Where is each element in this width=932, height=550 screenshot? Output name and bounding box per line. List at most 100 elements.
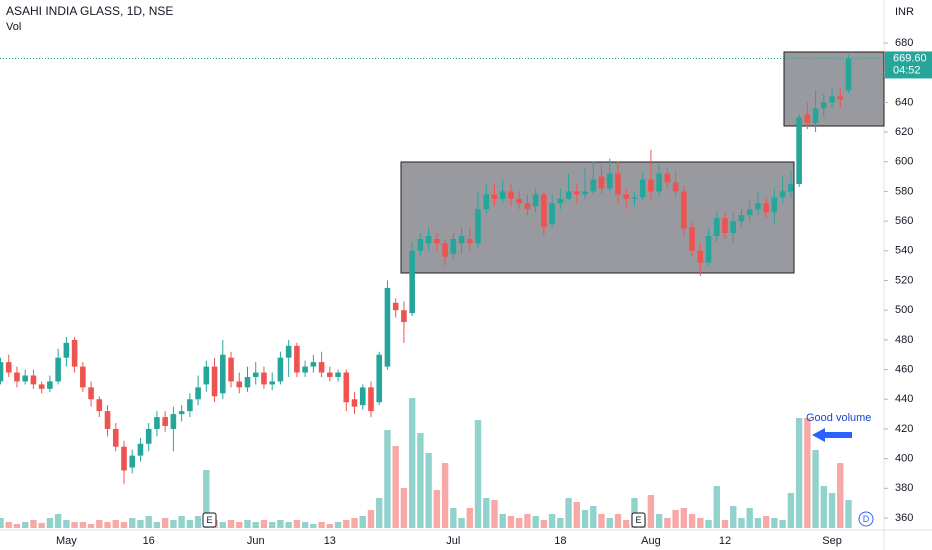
candle-body — [804, 114, 811, 124]
volume-bar — [425, 453, 432, 528]
candle-body — [392, 302, 399, 311]
y-tick-label: 460 — [895, 363, 913, 375]
volume-bar — [334, 522, 342, 528]
candle-body — [211, 366, 218, 397]
volume-bar — [524, 514, 531, 528]
y-tick-label: 400 — [895, 453, 913, 465]
range-box — [783, 51, 885, 127]
candle-body — [582, 191, 588, 195]
y-tick-label: 420 — [895, 423, 913, 435]
candle-body — [63, 342, 70, 358]
candle-body — [598, 176, 605, 189]
volume-bar — [606, 518, 613, 528]
volume-bar — [0, 518, 4, 528]
candle-body — [812, 108, 819, 124]
candle-body — [269, 381, 275, 385]
volume-bar — [104, 522, 111, 528]
volume-bar — [565, 498, 572, 528]
volume-bar — [301, 522, 309, 528]
volume-bar — [186, 520, 194, 528]
candle-body — [252, 372, 259, 377]
y-tick-label: 360 — [895, 512, 913, 524]
x-tick-label: Sep — [822, 535, 842, 547]
volume-bar — [408, 398, 416, 528]
volume-bar — [244, 520, 251, 528]
volume-bar — [705, 520, 712, 528]
candle-body — [574, 191, 580, 195]
volume-bar — [845, 500, 852, 528]
volume-bar — [623, 520, 630, 528]
volume-bar — [655, 514, 663, 528]
candle-body — [277, 357, 284, 382]
candle-body — [47, 381, 53, 389]
volume-bar — [557, 518, 564, 528]
candle-body — [351, 399, 358, 407]
candle-body — [450, 238, 457, 254]
candle-body — [5, 362, 12, 373]
volume-bar — [804, 418, 811, 528]
volume-bar — [203, 470, 210, 528]
volume-bar — [837, 463, 844, 528]
candle-body — [228, 357, 234, 382]
candle-body — [821, 102, 827, 109]
volume-bar — [738, 518, 745, 528]
volume-bar — [795, 418, 803, 528]
candle-body — [302, 366, 308, 373]
volume-bar — [688, 514, 696, 528]
countdown-label: 04:52 — [893, 64, 921, 76]
volume-bar — [573, 502, 581, 528]
candle-body — [55, 357, 61, 382]
volume-bar — [236, 522, 243, 528]
candle-body — [0, 362, 4, 382]
volume-bar — [293, 520, 301, 528]
volume-bar — [590, 506, 597, 528]
candle-body — [705, 235, 712, 263]
volume-bar — [79, 522, 87, 528]
volume-bar — [63, 520, 70, 528]
candle-body — [294, 345, 300, 373]
candle-body — [730, 221, 737, 233]
candle-body — [524, 203, 531, 210]
volume-bar — [343, 520, 350, 528]
candle-body — [738, 215, 745, 222]
volume-bar — [713, 486, 720, 528]
candle-body — [376, 354, 383, 403]
candle-body — [335, 372, 341, 377]
volume-bar — [54, 514, 62, 528]
y-tick-label: 680 — [895, 37, 913, 49]
candle-body — [713, 218, 720, 236]
volume-bar — [532, 516, 539, 528]
volume-bar — [771, 518, 778, 528]
candle-body — [796, 117, 802, 185]
candle-body — [195, 387, 201, 400]
volume-bar — [359, 516, 366, 528]
candle-body — [14, 372, 20, 382]
volume-bar — [762, 516, 770, 528]
candle-body — [532, 194, 539, 207]
y-tick-label: 520 — [895, 274, 913, 286]
candle-body — [417, 238, 424, 251]
y-tick-label: 620 — [895, 126, 913, 138]
volume-bar — [400, 488, 408, 528]
candle-body — [648, 179, 654, 192]
last-price-badge — [885, 51, 932, 79]
candle-layer — [0, 54, 852, 484]
candle-body — [30, 375, 37, 385]
earnings-marker — [631, 512, 646, 528]
candle-body — [664, 173, 671, 183]
candle-body — [829, 96, 835, 103]
volume-bar — [828, 493, 836, 528]
volume-bar — [664, 518, 671, 528]
volume-bar — [38, 523, 45, 528]
candle-body — [178, 411, 185, 415]
volume-bar — [194, 516, 202, 528]
candle-body — [631, 197, 638, 199]
volume-bar — [812, 450, 819, 528]
candle-body — [681, 191, 687, 229]
y-tick-label: 440 — [895, 393, 913, 405]
candle-body — [541, 194, 547, 228]
chart-title: ASAHI INDIA GLASS, 1D, NSE — [6, 4, 173, 18]
volume-bar — [326, 524, 334, 528]
candle-body — [606, 173, 613, 189]
candle-body — [112, 428, 119, 447]
